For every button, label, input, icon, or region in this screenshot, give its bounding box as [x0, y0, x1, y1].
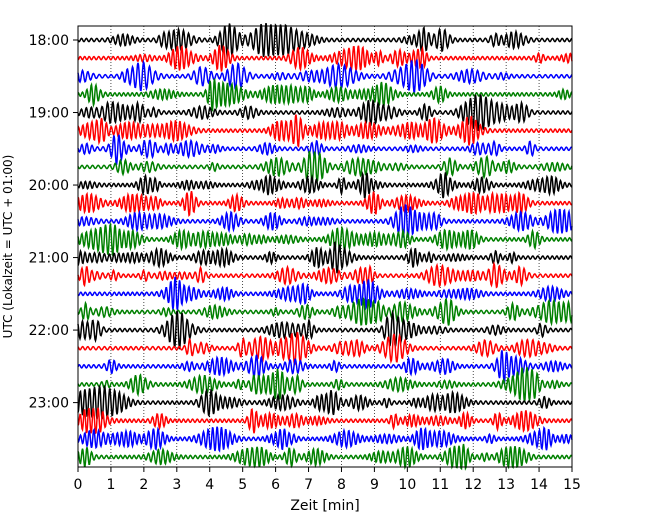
x-tick-label: 14	[530, 477, 548, 493]
x-tick-label: 12	[464, 477, 482, 493]
seismic-traces	[77, 22, 573, 471]
x-tick-label: 2	[139, 477, 148, 493]
seismic-trace	[77, 221, 573, 257]
seismic-trace	[77, 384, 573, 420]
seismic-trace	[77, 425, 573, 453]
x-tick-label: 10	[398, 477, 416, 493]
x-tick-label: 6	[271, 477, 280, 493]
seismic-trace	[77, 367, 573, 403]
seismic-trace	[77, 443, 573, 471]
x-tick-label: 13	[497, 477, 515, 493]
x-tick-label: 15	[563, 477, 581, 493]
seismic-trace	[77, 309, 573, 350]
seismic-trace	[77, 134, 573, 166]
seismic-trace	[77, 45, 573, 73]
y-axis-label: UTC (Lokalzeit = UTC + 01:00)	[1, 155, 15, 339]
seismic-trace	[77, 350, 573, 385]
y-axis-ticks: 18:00 19:00 20:00 21:00 22:00 23:00	[29, 33, 78, 412]
seismic-trace	[77, 78, 573, 113]
y-tick-label: 22:00	[29, 323, 69, 339]
y-tick-label: 18:00	[29, 33, 69, 49]
seismic-trace	[77, 150, 573, 184]
seismic-trace	[77, 190, 573, 218]
x-tick-label: 8	[337, 477, 346, 493]
seismic-trace	[77, 114, 573, 148]
x-tick-label: 1	[106, 477, 115, 493]
x-tick-label: 0	[74, 477, 83, 493]
seismic-trace	[77, 407, 573, 435]
y-tick-label: 19:00	[29, 106, 69, 122]
x-tick-label: 3	[172, 477, 181, 493]
y-tick-label: 23:00	[29, 396, 69, 412]
y-tick-label: 21:00	[29, 251, 69, 267]
seismic-trace	[77, 170, 573, 200]
seismic-trace	[77, 22, 573, 59]
seismic-trace	[77, 296, 573, 327]
x-tick-label: 5	[238, 477, 247, 493]
seismic-trace	[77, 260, 573, 289]
plot-frame	[77, 25, 573, 468]
x-axis-ticks: 0 1 2 3 4 5 6 7 8 9 10 11 12 13 14 15	[74, 467, 581, 493]
seismic-trace	[77, 203, 573, 238]
x-axis-label: Zeit [min]	[290, 498, 359, 514]
x-tick-label: 11	[431, 477, 449, 493]
y-tick-label: 20:00	[29, 178, 69, 194]
seismic-trace	[77, 94, 573, 132]
seismic-trace	[77, 241, 573, 274]
seismic-trace	[77, 58, 573, 95]
x-tick-label: 7	[304, 477, 313, 493]
x-tick-label: 9	[370, 477, 379, 493]
seismic-trace	[77, 276, 573, 311]
seismic-trace	[77, 331, 573, 366]
x-tick-label: 4	[205, 477, 214, 493]
